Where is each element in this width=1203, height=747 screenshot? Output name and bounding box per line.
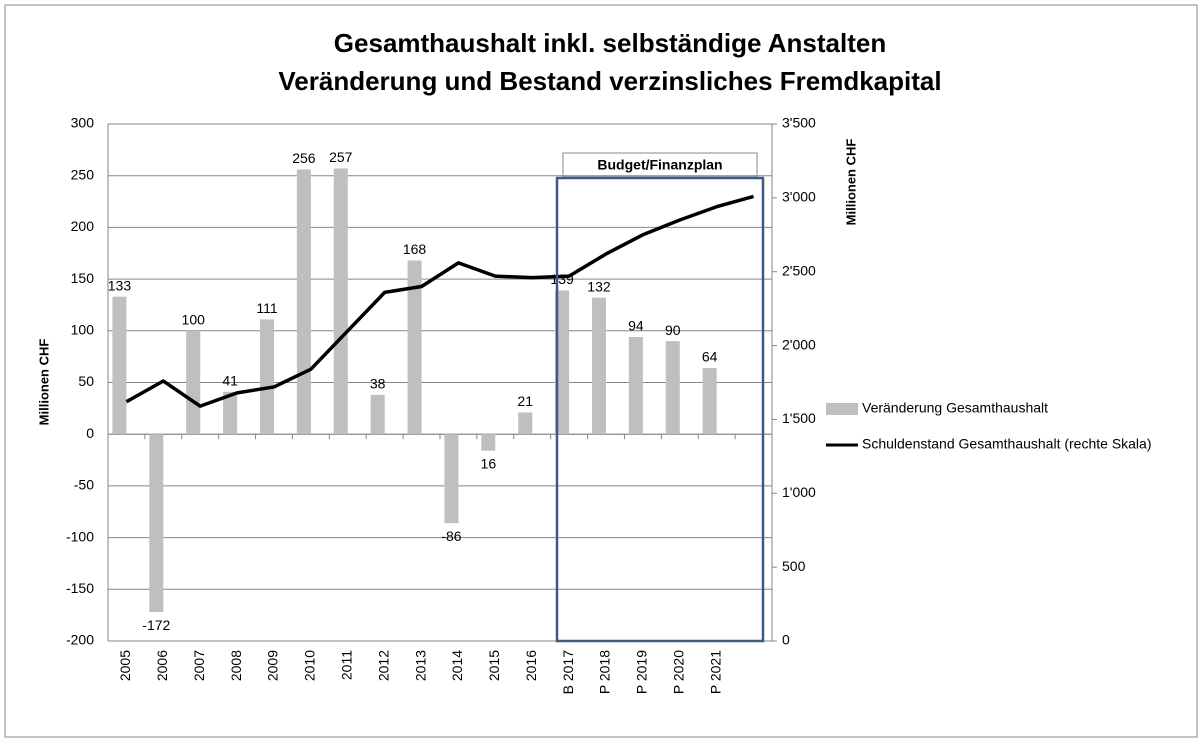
x-tick-label: 2013 (412, 650, 428, 681)
y2-tick-label: 0 (782, 632, 790, 648)
bar (259, 319, 274, 435)
bar (370, 394, 385, 435)
bar (518, 412, 533, 435)
bar (702, 368, 717, 435)
bar (444, 434, 459, 524)
data-label: -172 (142, 617, 170, 633)
bar (149, 434, 164, 613)
bar (186, 330, 201, 435)
data-label: 257 (329, 149, 353, 165)
bar (296, 169, 311, 435)
x-tick-label: 2016 (523, 650, 539, 681)
y-tick-label: -200 (66, 632, 94, 648)
x-tick-label: 2006 (154, 650, 170, 681)
x-tick-label: 2005 (117, 650, 133, 681)
x-tick-label: B 2017 (560, 650, 576, 695)
y-axis-label: Millionen CHF (36, 339, 51, 426)
data-label: 94 (628, 318, 644, 334)
y-tick-label: -150 (66, 580, 94, 596)
data-label: 64 (702, 349, 718, 365)
bar (555, 290, 570, 435)
y2-tick-label: 3'500 (782, 115, 816, 131)
x-tick-label: P 2018 (597, 650, 613, 694)
data-label: 168 (403, 241, 427, 257)
data-label: 133 (108, 277, 132, 293)
data-label: 256 (292, 150, 316, 166)
y-tick-label: 100 (71, 322, 95, 338)
y-tick-label: -100 (66, 528, 94, 544)
annotation-box (562, 152, 758, 178)
y2-tick-label: 3'000 (782, 189, 816, 205)
data-label: 16 (481, 455, 497, 471)
y-tick-label: 300 (71, 115, 95, 131)
legend-label: Schuldenstand Gesamthaushalt (rechte Ska… (862, 436, 1152, 452)
x-tick-label: P 2021 (707, 650, 723, 694)
y2-tick-label: 1'500 (782, 410, 816, 426)
bar (591, 297, 606, 435)
y2-tick-label: 2'000 (782, 336, 816, 352)
y2-tick-label: 2'500 (782, 262, 816, 278)
line (125, 194, 755, 408)
legend-swatch (826, 403, 858, 415)
bar (112, 296, 127, 435)
data-label: 111 (256, 300, 277, 316)
x-tick-label: P 2020 (670, 650, 686, 694)
chart-title: Gesamthaushalt inkl. selbständige Anstal… (334, 28, 886, 58)
y2-axis-label: Millionen CHF (843, 139, 858, 226)
x-tick-label: 2015 (486, 650, 502, 681)
x-tick-label: 2010 (302, 650, 318, 681)
data-label: 41 (222, 373, 238, 389)
y2-tick-label: 1'000 (782, 484, 816, 500)
data-label: 100 (182, 312, 206, 328)
y-tick-label: 200 (71, 218, 95, 234)
chart-subtitle: Veränderung und Bestand verzinsliches Fr… (278, 66, 941, 96)
x-tick-label: 2014 (449, 650, 465, 681)
x-tick-label: P 2019 (634, 650, 650, 694)
x-tick-label: 2012 (375, 650, 391, 681)
data-label: 90 (665, 322, 681, 338)
x-tick-label: 2007 (191, 650, 207, 681)
y-tick-label: 50 (78, 373, 94, 389)
bar (481, 434, 496, 451)
y2-tick-label: 500 (782, 558, 806, 574)
bar (628, 337, 643, 435)
bar (407, 260, 422, 435)
data-label: 38 (370, 376, 386, 392)
x-tick-label: 2008 (228, 650, 244, 681)
x-tick-label: 2009 (265, 650, 281, 681)
y-tick-label: 0 (86, 425, 94, 441)
annotation: Budget/Finanzplan (597, 157, 722, 173)
data-label: 132 (587, 278, 611, 294)
data-label: -86 (441, 528, 461, 544)
bar (665, 341, 680, 435)
y-tick-label: 250 (71, 166, 95, 182)
data-label: 21 (517, 393, 533, 409)
y-tick-label: -50 (74, 477, 94, 493)
y-tick-label: 150 (71, 270, 95, 286)
legend-label: Veränderung Gesamthaushalt (862, 400, 1048, 416)
bar (223, 391, 238, 435)
x-tick-label: 2011 (338, 650, 354, 680)
forecast-box (555, 176, 765, 643)
bar (333, 168, 348, 435)
